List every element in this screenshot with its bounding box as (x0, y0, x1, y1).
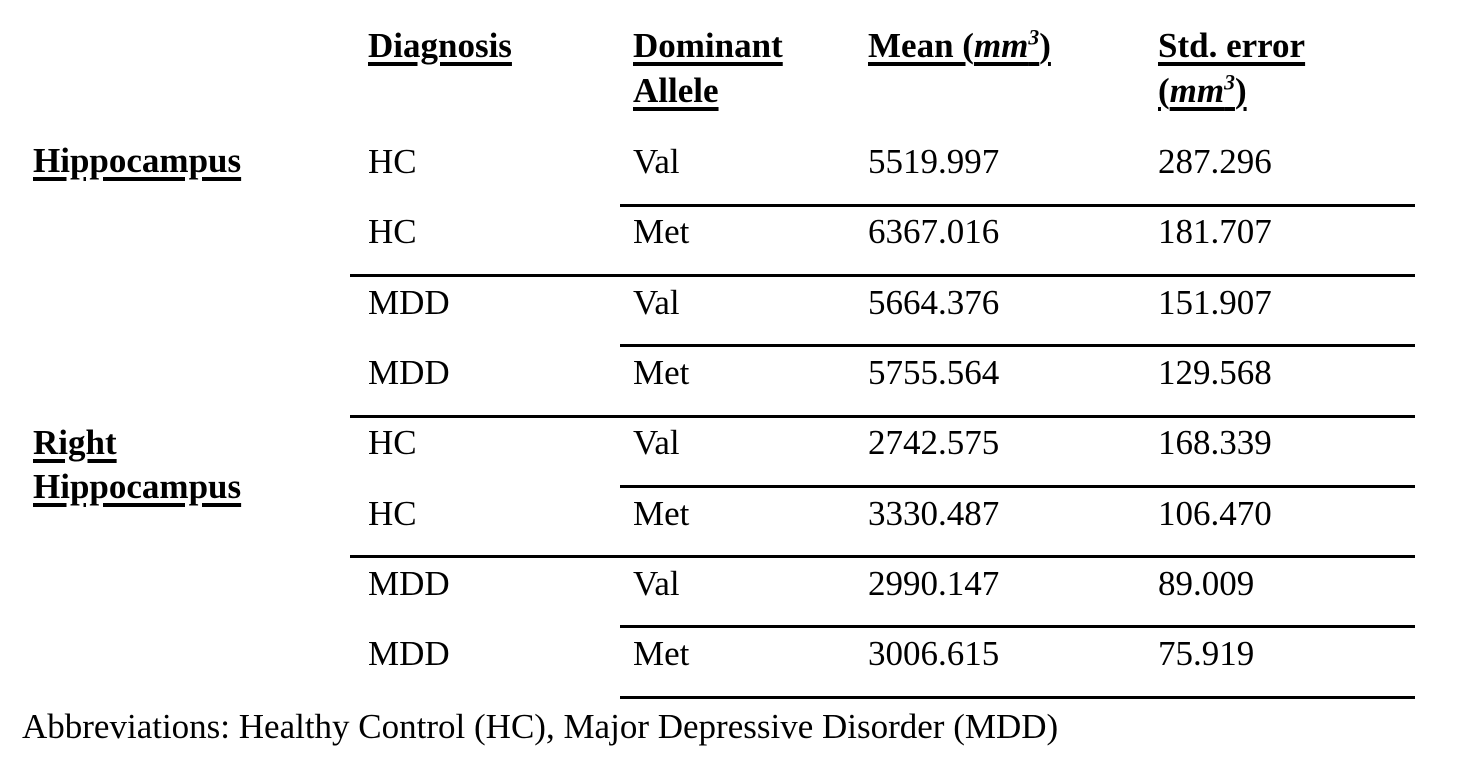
table-rule (620, 204, 1415, 207)
cell-std-error: 181.707 (1158, 212, 1272, 251)
table-row: HC Met 6367.016 181.707 (0, 197, 1480, 267)
cell-std-error: 129.568 (1158, 353, 1272, 392)
cell-allele: Val (633, 564, 680, 603)
allele-header-label: Allele (633, 71, 719, 110)
diagnosis-header-label: Diagnosis (368, 26, 512, 65)
table-row: MDD Met 5755.564 129.568 (0, 338, 1480, 408)
cell-diagnosis: MDD (368, 634, 450, 673)
table-row: HC Val 2742.575 168.339 (0, 408, 1480, 478)
std-unit: mm (1169, 71, 1225, 110)
column-header-dominant-allele-line1: Dominant (633, 26, 783, 66)
region-label-hippocampus: Hippocampus (33, 141, 242, 180)
mean-header-prefix: Mean ( (868, 26, 974, 65)
table-rule (350, 555, 1415, 558)
cell-mean: 5664.376 (868, 283, 1000, 322)
cell-allele: Met (633, 212, 690, 251)
cell-mean: 5519.997 (868, 142, 1000, 181)
table-rule (350, 415, 1415, 418)
cell-mean: 2990.147 (868, 564, 1000, 603)
std-unit-prefix: ( (1158, 71, 1170, 110)
mean-header-exponent: 3 (1028, 25, 1040, 50)
std-unit-suffix: ) (1234, 71, 1247, 110)
cell-std-error: 168.339 (1158, 423, 1272, 462)
dominant-header-label: Dominant (633, 26, 783, 65)
std-error-header-label: Std. error (1158, 26, 1306, 65)
table-row: MDD Met 3006.615 75.919 (0, 619, 1480, 689)
table-row: HC Met 3330.487 106.470 (0, 479, 1480, 549)
cell-std-error: 106.470 (1158, 494, 1272, 533)
cell-allele: Met (633, 353, 690, 392)
std-error-header-unit: (mm3) (1158, 71, 1247, 110)
column-header-std-error-line1: Std. error (1158, 26, 1305, 66)
cell-diagnosis: MDD (368, 283, 450, 322)
region-label-right-hippocampus: Right Hippocampus (33, 423, 242, 507)
table-rule (620, 485, 1415, 488)
table-row: MDD Val 5664.376 151.907 (0, 268, 1480, 338)
cell-diagnosis: MDD (368, 353, 450, 392)
mean-header-label: Mean (mm3) (868, 26, 1051, 65)
column-header-dominant-allele-line2: Allele (633, 71, 719, 111)
cell-allele: Val (633, 283, 680, 322)
cell-allele: Val (633, 423, 680, 462)
table-row: HC Val 5519.997 287.296 (0, 127, 1480, 197)
cell-std-error: 287.296 (1158, 142, 1272, 181)
cell-allele: Met (633, 634, 690, 673)
cell-std-error: 89.009 (1158, 564, 1255, 603)
cell-std-error: 75.919 (1158, 634, 1255, 673)
table-row: MDD Val 2990.147 89.009 (0, 549, 1480, 619)
cell-allele: Val (633, 142, 680, 181)
cell-diagnosis: HC (368, 212, 417, 251)
mean-header-unit: mm (973, 26, 1029, 65)
cell-std-error: 151.907 (1158, 283, 1272, 322)
column-header-mean: Mean (mm3) (868, 26, 1051, 66)
cell-allele: Met (633, 494, 690, 533)
table-rule (350, 274, 1415, 277)
table-rule (620, 625, 1415, 628)
table-rule (620, 696, 1415, 699)
cell-mean: 3330.487 (868, 494, 1000, 533)
cell-mean: 3006.615 (868, 634, 1000, 673)
column-header-std-error-line2: (mm3) (1158, 71, 1247, 111)
abbreviations-footnote: Abbreviations: Healthy Control (HC), Maj… (22, 707, 1059, 746)
cell-mean: 2742.575 (868, 423, 1000, 462)
mean-header-suffix: ) (1039, 26, 1051, 65)
cell-diagnosis: HC (368, 494, 417, 533)
table-rule (620, 344, 1415, 347)
std-unit-exponent: 3 (1224, 70, 1235, 95)
cell-diagnosis: HC (368, 423, 417, 462)
cell-mean: 6367.016 (868, 212, 1000, 251)
column-header-diagnosis: Diagnosis (368, 26, 512, 66)
cell-mean: 5755.564 (868, 353, 1000, 392)
cell-diagnosis: MDD (368, 564, 450, 603)
cell-diagnosis: HC (368, 142, 417, 181)
